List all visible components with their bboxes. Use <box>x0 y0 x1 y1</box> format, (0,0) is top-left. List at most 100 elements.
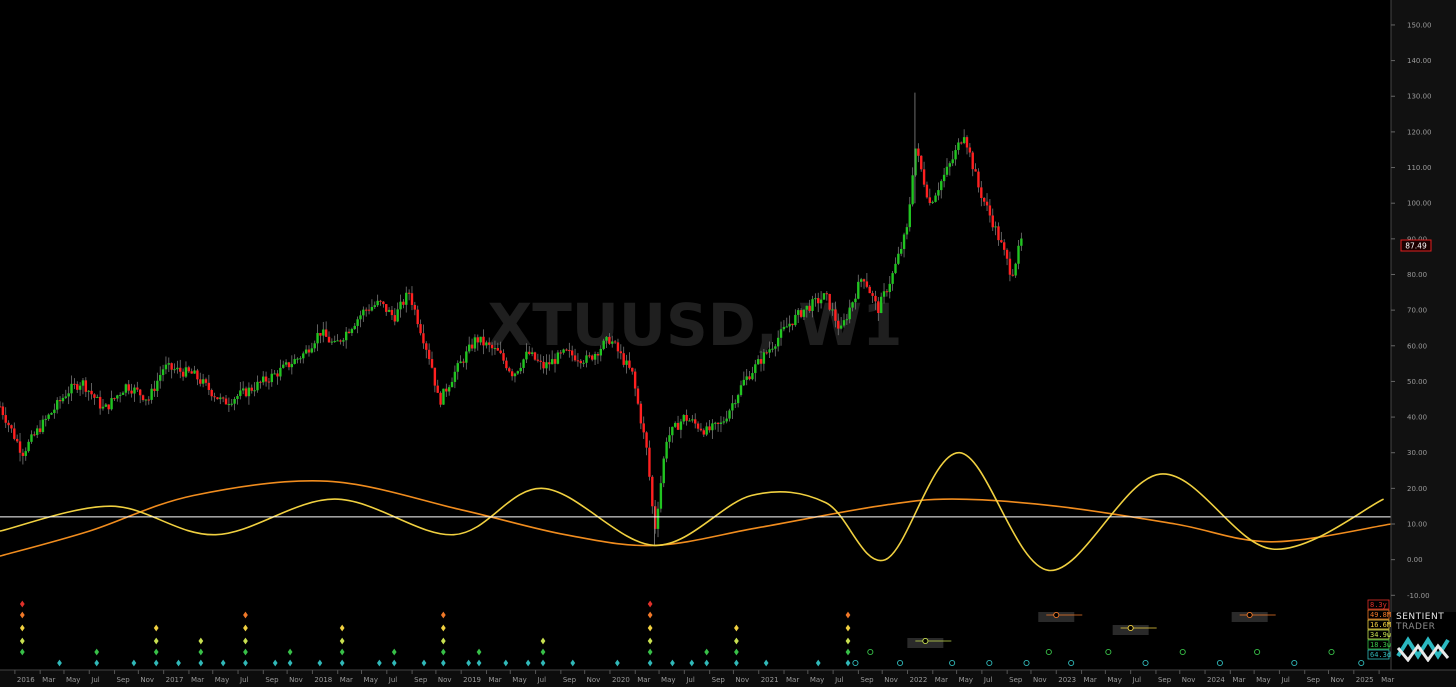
price-body <box>170 363 173 370</box>
x-tick-label: 2021 <box>761 676 779 684</box>
price-body <box>459 361 462 364</box>
price-body <box>691 419 694 421</box>
x-tick-label: Jul <box>1132 676 1142 684</box>
price-body <box>279 367 282 377</box>
price-body <box>124 384 128 393</box>
chart-watermark: XTUUSD, W1 <box>488 291 903 359</box>
price-body <box>859 279 863 282</box>
legend-box <box>1367 649 1390 660</box>
price-body <box>64 396 68 398</box>
price-body <box>988 205 992 216</box>
price-body <box>176 367 179 370</box>
price-body <box>1011 274 1014 276</box>
price-body <box>488 342 491 345</box>
trough-marker <box>339 637 345 645</box>
price-body <box>776 337 780 347</box>
price-body <box>556 352 560 364</box>
price-body <box>159 375 162 381</box>
price-body <box>445 388 448 392</box>
price-body <box>15 438 19 442</box>
trough-marker <box>19 600 25 608</box>
price-body <box>187 367 191 372</box>
price-body <box>150 388 153 400</box>
x-tick-label: Mar <box>935 676 948 684</box>
price-body <box>559 352 562 354</box>
price-body <box>528 351 531 354</box>
price-body <box>942 174 946 182</box>
price-body <box>485 342 488 346</box>
projected-marker <box>1142 659 1149 667</box>
legend-box <box>1367 609 1390 620</box>
price-body <box>427 349 431 360</box>
x-tick-label: Mar <box>191 676 204 684</box>
price-body <box>276 373 279 377</box>
price-body <box>854 298 857 303</box>
x-tick-label: Sep <box>1158 676 1172 684</box>
price-body <box>233 398 236 404</box>
price-body <box>688 420 691 422</box>
x-tick-label: Mar <box>340 676 353 684</box>
price-body <box>1 406 5 416</box>
price-body <box>462 361 465 363</box>
trough-marker <box>243 611 248 619</box>
y-tick-label: 70.00 <box>1407 307 1427 315</box>
price-body <box>373 305 376 307</box>
price-body <box>805 305 808 310</box>
x-tick-label: Jul <box>537 676 547 684</box>
price-body <box>679 421 683 430</box>
y-tick-label: 40.00 <box>1407 414 1427 422</box>
trough-marker <box>421 659 427 667</box>
price-body <box>759 359 763 364</box>
price-body <box>407 292 411 294</box>
brand-line-2: TRADER <box>1396 622 1436 632</box>
price-body <box>971 152 974 170</box>
price-body <box>121 392 125 395</box>
price-body <box>742 379 746 386</box>
price-body <box>756 359 760 365</box>
price-body <box>968 147 972 153</box>
trough-marker <box>198 659 204 667</box>
price-body <box>573 355 577 361</box>
trough-marker <box>647 611 653 619</box>
price-body <box>811 299 814 311</box>
trough-marker <box>734 624 739 632</box>
x-tick-label: Nov <box>140 676 154 684</box>
trough-marker <box>440 648 446 656</box>
projected-marker <box>1254 648 1261 656</box>
price-body <box>857 281 860 299</box>
price-body <box>44 418 47 420</box>
price-body <box>342 340 345 342</box>
projection-markers <box>852 611 1365 667</box>
x-tick-label: May <box>512 676 526 684</box>
price-body <box>945 166 949 175</box>
trough-marker <box>287 648 293 656</box>
x-tick-label: Nov <box>1182 676 1196 684</box>
price-body <box>536 359 540 361</box>
trough-marker <box>153 624 159 632</box>
price-body <box>58 400 62 402</box>
price-body <box>937 190 940 196</box>
projected-marker <box>1023 659 1030 667</box>
trough-marker <box>243 637 248 645</box>
price-body <box>653 506 657 529</box>
y-tick-label: 30.00 <box>1407 449 1427 457</box>
y-tick-label: 150.00 <box>1407 21 1432 29</box>
x-tick-label: Jul <box>239 676 249 684</box>
x-tick-label: 2016 <box>17 676 35 684</box>
price-body <box>402 301 405 305</box>
price-body <box>21 452 25 456</box>
x-tick-label: Jul <box>388 676 398 684</box>
price-body <box>885 291 889 293</box>
price-body <box>35 428 39 435</box>
price-body <box>570 350 574 356</box>
price-body <box>465 351 468 363</box>
price-body <box>611 341 614 344</box>
trough-marker <box>647 637 653 645</box>
y-tick-label: 20.00 <box>1407 485 1427 493</box>
price-body <box>81 380 85 386</box>
price-body <box>442 388 445 405</box>
price-body <box>931 201 934 203</box>
price-body <box>768 349 771 353</box>
price-body <box>179 367 182 372</box>
trough-marker <box>845 611 851 619</box>
